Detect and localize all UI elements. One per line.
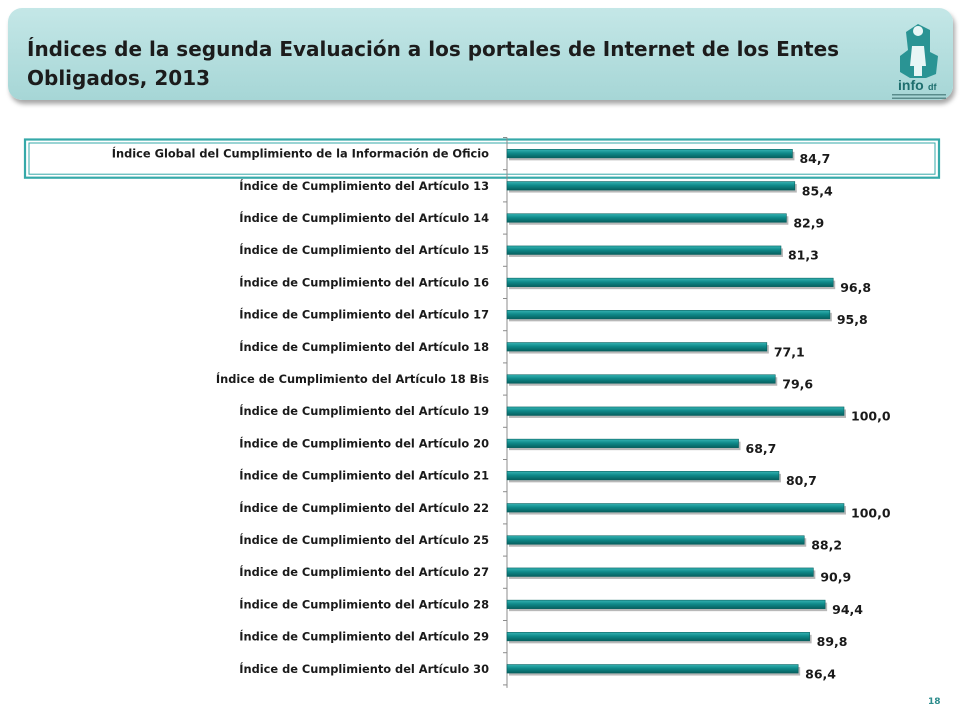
category-label: Índice Global del Cumplimiento de la Inf…: [112, 146, 489, 161]
data-label: 94,4: [832, 602, 863, 617]
category-label: Índice de Cumplimiento del Artículo 22: [239, 500, 489, 515]
logo-caption-line: [892, 94, 946, 96]
page-number: 18: [928, 697, 941, 707]
bar: [506, 567, 814, 577]
bar: [506, 342, 768, 352]
category-label: Índice de Cumplimiento del Artículo 29: [239, 629, 489, 644]
category-label: Índice de Cumplimiento del Artículo 18: [239, 339, 489, 354]
data-label: 68,7: [746, 441, 777, 456]
data-label: 85,4: [802, 183, 833, 198]
bar: [506, 503, 845, 513]
category-label: Índice de Cumplimiento del Artículo 17: [239, 307, 489, 322]
data-label: 86,4: [805, 666, 836, 681]
bar: [506, 471, 780, 481]
title-banner: Índices de la segunda Evaluación a los p…: [8, 8, 953, 100]
data-label: 88,2: [811, 538, 842, 553]
bar: [506, 535, 805, 545]
category-label: Índice de Cumplimiento del Artículo 27: [239, 564, 489, 579]
data-label: 84,7: [799, 151, 830, 166]
category-label: Índice de Cumplimiento del Artículo 14: [239, 210, 489, 225]
bar: [506, 374, 776, 384]
data-label: 89,8: [817, 634, 848, 649]
highlight-frame-outer: [23, 138, 941, 179]
bar: [506, 277, 834, 287]
data-label: 82,9: [793, 216, 824, 231]
category-label: Índice de Cumplimiento del Artículo 16: [239, 274, 489, 289]
data-label: 80,7: [786, 473, 817, 488]
data-label: 100,0: [851, 409, 891, 424]
highlight-frame-inner: [28, 142, 936, 175]
bar: [506, 406, 845, 416]
page-title: Índices de la segunda Evaluación a los p…: [27, 37, 840, 90]
category-label: Índice de Cumplimiento del Artículo 30: [239, 661, 489, 676]
bar: [506, 181, 796, 191]
bar: [506, 438, 739, 448]
logo-caption-line: [892, 97, 946, 99]
category-label: Índice de Cumplimiento del Artículo 28: [239, 596, 489, 611]
bar: [506, 664, 799, 674]
bar: [506, 245, 782, 255]
category-label: Índice de Cumplimiento del Artículo 25: [239, 532, 489, 547]
data-label: 96,8: [840, 280, 871, 295]
bar: [506, 213, 787, 223]
logo-subtext: df: [928, 82, 937, 92]
category-label: Índice de Cumplimiento del Artículo 21: [239, 468, 489, 483]
data-label: 100,0: [851, 505, 891, 520]
bar: [506, 149, 793, 159]
data-label: 81,3: [788, 248, 819, 263]
info-df-logo: info df: [892, 24, 946, 99]
category-label: Índice de Cumplimiento del Artículo 20: [239, 435, 489, 450]
data-label: 90,9: [820, 570, 851, 585]
category-label: Índice de Cumplimiento del Artículo 15: [239, 242, 489, 257]
category-label: Índice de Cumplimiento del Artículo 13: [239, 178, 489, 193]
bar: [506, 310, 831, 320]
data-label: 95,8: [837, 312, 868, 327]
logo-text: info: [898, 77, 924, 93]
data-label: 79,6: [782, 377, 813, 392]
category-label: Índice de Cumplimiento del Artículo 19: [239, 403, 489, 418]
logo-figure-shape: [910, 26, 926, 76]
bar: [506, 632, 810, 642]
data-label: 77,1: [774, 344, 805, 359]
bar: [506, 599, 826, 609]
category-label: Índice de Cumplimiento del Artículo 18 B…: [216, 371, 489, 386]
